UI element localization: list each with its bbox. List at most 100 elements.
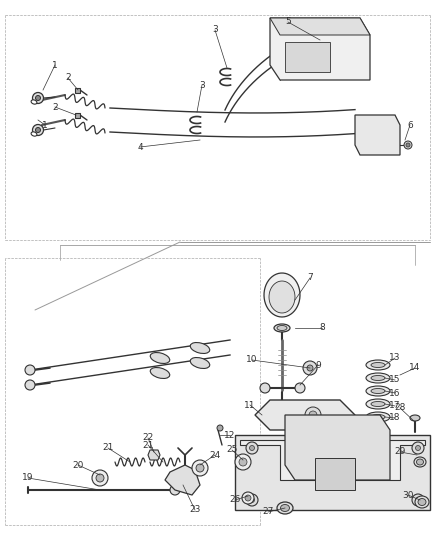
Circle shape	[246, 442, 258, 454]
Text: 17: 17	[389, 401, 401, 410]
Circle shape	[260, 383, 270, 393]
Polygon shape	[148, 450, 160, 460]
Text: 18: 18	[389, 414, 401, 423]
Circle shape	[307, 365, 313, 371]
Circle shape	[250, 446, 254, 450]
Circle shape	[35, 95, 40, 101]
Text: 27: 27	[262, 507, 274, 516]
Text: 28: 28	[394, 403, 406, 413]
Text: 3: 3	[199, 80, 205, 90]
Circle shape	[250, 497, 254, 503]
Ellipse shape	[277, 326, 287, 330]
Ellipse shape	[190, 343, 210, 353]
Text: 21: 21	[102, 443, 114, 453]
Circle shape	[416, 497, 420, 503]
Text: 24: 24	[209, 450, 221, 459]
Circle shape	[245, 495, 251, 501]
Text: 29: 29	[394, 448, 406, 456]
Polygon shape	[355, 115, 400, 155]
Polygon shape	[165, 465, 200, 495]
Text: 14: 14	[410, 364, 420, 373]
Text: 12: 12	[224, 431, 236, 440]
Ellipse shape	[417, 459, 424, 465]
Circle shape	[32, 125, 43, 135]
Text: 1: 1	[52, 61, 58, 69]
Text: 4: 4	[137, 142, 143, 151]
Circle shape	[242, 492, 254, 504]
Ellipse shape	[366, 373, 390, 383]
Ellipse shape	[414, 457, 426, 467]
Circle shape	[96, 474, 104, 482]
Text: 25: 25	[226, 446, 238, 455]
Ellipse shape	[371, 376, 385, 381]
Ellipse shape	[280, 505, 290, 512]
Text: 1: 1	[42, 120, 48, 130]
Ellipse shape	[150, 368, 170, 378]
Ellipse shape	[366, 399, 390, 409]
Ellipse shape	[366, 412, 390, 422]
Polygon shape	[285, 415, 390, 480]
Text: 11: 11	[244, 400, 256, 409]
Circle shape	[406, 143, 410, 147]
Text: 9: 9	[315, 360, 321, 369]
Text: 23: 23	[189, 505, 201, 514]
Circle shape	[92, 470, 108, 486]
Ellipse shape	[371, 401, 385, 407]
Circle shape	[239, 458, 247, 466]
Ellipse shape	[418, 498, 426, 505]
Circle shape	[170, 485, 180, 495]
Polygon shape	[255, 400, 355, 430]
Ellipse shape	[371, 389, 385, 393]
Polygon shape	[75, 88, 80, 93]
Polygon shape	[270, 18, 370, 80]
Text: 10: 10	[246, 356, 258, 365]
Circle shape	[25, 365, 35, 375]
Circle shape	[295, 383, 305, 393]
Text: 8: 8	[319, 324, 325, 333]
Circle shape	[412, 442, 424, 454]
Polygon shape	[285, 42, 330, 72]
Polygon shape	[269, 281, 295, 313]
Text: 6: 6	[407, 120, 413, 130]
Ellipse shape	[415, 496, 429, 508]
Text: 2: 2	[52, 102, 58, 111]
Circle shape	[416, 446, 420, 450]
Circle shape	[35, 127, 40, 133]
Circle shape	[412, 494, 424, 506]
Polygon shape	[270, 18, 370, 35]
Ellipse shape	[150, 352, 170, 364]
Circle shape	[192, 460, 208, 476]
Ellipse shape	[366, 360, 390, 370]
Ellipse shape	[31, 132, 37, 136]
Circle shape	[303, 361, 317, 375]
Text: 15: 15	[389, 376, 401, 384]
Text: 26: 26	[230, 496, 241, 505]
Ellipse shape	[274, 324, 290, 332]
Circle shape	[25, 380, 35, 390]
Text: 19: 19	[22, 473, 34, 482]
Text: 5: 5	[285, 18, 291, 27]
Polygon shape	[240, 440, 425, 480]
Circle shape	[309, 411, 317, 419]
Ellipse shape	[277, 502, 293, 514]
Text: 2: 2	[65, 74, 71, 83]
Circle shape	[32, 93, 43, 103]
Text: 16: 16	[389, 389, 401, 398]
Polygon shape	[315, 458, 355, 490]
Ellipse shape	[190, 358, 210, 368]
Ellipse shape	[371, 415, 385, 419]
Ellipse shape	[31, 100, 37, 104]
Ellipse shape	[410, 415, 420, 421]
Polygon shape	[75, 113, 80, 118]
Circle shape	[217, 425, 223, 431]
Polygon shape	[235, 435, 430, 510]
Ellipse shape	[366, 386, 390, 396]
Text: 22: 22	[142, 433, 154, 442]
Circle shape	[305, 407, 321, 423]
Circle shape	[235, 454, 251, 470]
Ellipse shape	[371, 362, 385, 367]
Polygon shape	[264, 273, 300, 317]
Circle shape	[196, 464, 204, 472]
Text: 30: 30	[402, 490, 414, 499]
Text: 13: 13	[389, 353, 401, 362]
